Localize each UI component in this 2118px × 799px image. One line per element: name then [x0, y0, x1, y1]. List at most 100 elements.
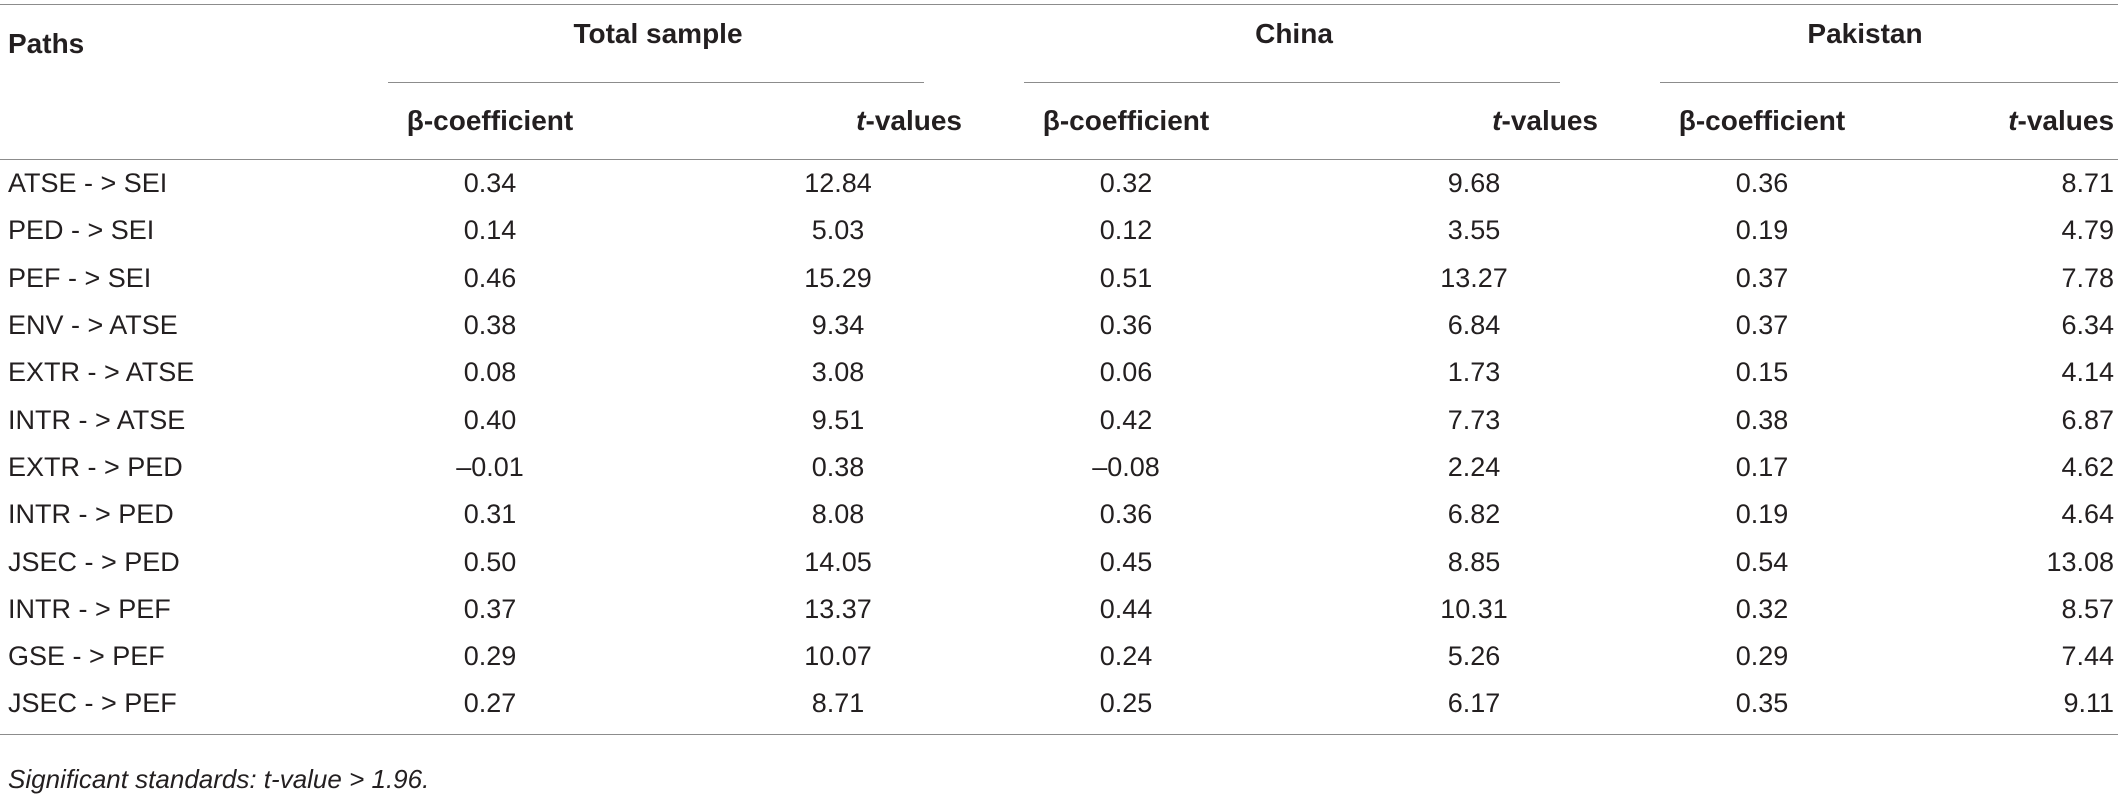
- beta-pakistan-cell: 0.37: [1735, 262, 1789, 293]
- beta-total-cell: 0.38: [463, 310, 517, 341]
- t-total-cell: 5.03: [811, 215, 865, 246]
- beta-china-cell: 0.45: [1099, 546, 1153, 577]
- table-footnote: Significant standards: t-value > 1.96.: [8, 764, 430, 794]
- beta-total-cell: 0.40: [463, 404, 517, 435]
- beta-pakistan-cell: 0.29: [1735, 641, 1789, 672]
- beta-total-cell: 0.34: [463, 168, 517, 199]
- t-china-cell: 10.31: [1440, 593, 1508, 624]
- t-pakistan-cell: 9.11: [1912, 680, 2118, 735]
- t-china-cell: 6.17: [1276, 680, 1612, 735]
- table-row: PEF - > SEI 0.46 15.29 0.51 13.27 0.37 7…: [0, 255, 2118, 302]
- t-total-cell: 13.37: [804, 593, 872, 624]
- beta-china-cell: 0.42: [1099, 404, 1153, 435]
- table-sub-header-row: β-coefficient t-values β-coefficient t-v…: [0, 83, 2118, 160]
- t-total-cell: 10.07: [804, 641, 872, 672]
- table-row: INTR - > ATSE 0.40 9.51 0.42 7.73 0.38 6…: [0, 396, 2118, 443]
- t-china-cell: 6.84: [1447, 310, 1501, 341]
- beta-china-cell: 0.24: [1099, 641, 1153, 672]
- beta-pakistan-cell: 0.54: [1735, 546, 1789, 577]
- path-cell: INTR - > ATSE: [8, 404, 186, 435]
- beta-header-china: β-coefficient: [976, 83, 1276, 160]
- beta-pakistan-cell: 0.38: [1735, 404, 1789, 435]
- beta-pakistan-cell: 0.15: [1735, 357, 1789, 388]
- group-header-total-sample: Total sample: [340, 4, 976, 83]
- t-china-cell: 5.26: [1447, 641, 1501, 672]
- table-row: INTR - > PED 0.31 8.08 0.36 6.82 0.19 4.…: [0, 491, 2118, 538]
- table-row: INTR - > PEF 0.37 13.37 0.44 10.31 0.32 …: [0, 586, 2118, 633]
- beta-header-total: β-coefficient: [340, 83, 640, 160]
- t-pakistan-cell: 4.14: [2061, 357, 2115, 388]
- t-pakistan-cell: 4.79: [2061, 215, 2115, 246]
- table-row: PED - > SEI 0.14 5.03 0.12 3.55 0.19 4.7…: [0, 207, 2118, 254]
- t-pakistan-cell: 4.62: [2061, 451, 2115, 482]
- t-values-header-china: t-values: [1276, 83, 1612, 160]
- t-total-cell: 9.51: [811, 404, 865, 435]
- t-pakistan-cell: 6.87: [2061, 404, 2115, 435]
- t-values-header-pakistan: t-values: [1912, 83, 2118, 160]
- table-group-header-row: Paths Total sample China Pakistan: [0, 4, 2118, 83]
- beta-china-cell: 0.36: [1099, 310, 1153, 341]
- table-row: EXTR - > PED –0.01 0.38 –0.08 2.24 0.17 …: [0, 444, 2118, 491]
- path-cell: EXTR - > PED: [8, 451, 183, 482]
- t-suffix: -values: [2017, 105, 2115, 136]
- group-underline: [388, 82, 924, 83]
- beta-total-cell: 0.50: [463, 546, 517, 577]
- t-pakistan-cell: 7.78: [2061, 262, 2115, 293]
- beta-total-cell: 0.31: [463, 499, 517, 530]
- paths-column-header: Paths: [0, 4, 340, 83]
- beta-china-cell: –0.08: [1092, 451, 1160, 482]
- path-cell: INTR - > PEF: [8, 593, 171, 624]
- path-cell: JSEC - > PED: [8, 546, 180, 577]
- beta-pakistan-cell: 0.37: [1735, 310, 1789, 341]
- t-pakistan-cell: 6.34: [2061, 310, 2115, 341]
- t-china-cell: 7.73: [1447, 404, 1501, 435]
- t-total-cell: 8.08: [811, 499, 865, 530]
- group-title-text: China: [1255, 18, 1333, 49]
- t-italic: t: [856, 105, 866, 136]
- beta-total-cell: –0.01: [456, 451, 524, 482]
- t-china-cell: 8.85: [1447, 546, 1501, 577]
- path-cell: JSEC - > PEF: [0, 680, 340, 735]
- beta-total-cell: 0.14: [463, 215, 517, 246]
- group-title-text: Total sample: [573, 18, 743, 49]
- group-underline: [1660, 82, 2118, 83]
- path-cell: EXTR - > ATSE: [8, 357, 195, 388]
- t-china-cell: 3.55: [1447, 215, 1501, 246]
- table-row: ATSE - > SEI 0.34 12.84 0.32 9.68 0.36 8…: [0, 160, 2118, 208]
- beta-header-pakistan: β-coefficient: [1612, 83, 1912, 160]
- path-cell: ATSE - > SEI: [8, 168, 168, 199]
- paths-subheader-blank: [0, 83, 340, 160]
- beta-total-cell: 0.27: [340, 680, 640, 735]
- path-coefficients-table: Paths Total sample China Pakistan β-coef…: [0, 4, 2118, 735]
- beta-china-cell: 0.51: [1099, 262, 1153, 293]
- table-row: ENV - > ATSE 0.38 9.34 0.36 6.84 0.37 6.…: [0, 302, 2118, 349]
- path-cell: INTR - > PED: [8, 499, 174, 530]
- beta-china-cell: 0.25: [976, 680, 1276, 735]
- beta-pakistan-cell: 0.36: [1735, 168, 1789, 199]
- path-cell: PED - > SEI: [8, 215, 155, 246]
- path-cell: PEF - > SEI: [8, 262, 152, 293]
- t-total-cell: 0.38: [811, 451, 865, 482]
- beta-pakistan-cell: 0.19: [1735, 499, 1789, 530]
- t-china-cell: 1.73: [1447, 357, 1501, 388]
- beta-pakistan-cell: 0.35: [1612, 680, 1912, 735]
- beta-pakistan-cell: 0.19: [1735, 215, 1789, 246]
- t-total-cell: 15.29: [804, 262, 872, 293]
- t-pakistan-cell: 7.44: [2061, 641, 2115, 672]
- beta-pakistan-cell: 0.32: [1735, 593, 1789, 624]
- beta-china-cell: 0.32: [1099, 168, 1153, 199]
- beta-china-cell: 0.44: [1099, 593, 1153, 624]
- beta-pakistan-cell: 0.17: [1735, 451, 1789, 482]
- t-total-cell: 8.71: [640, 680, 976, 735]
- table-row: JSEC - > PEF 0.27 8.71 0.25 6.17 0.35 9.…: [0, 680, 2118, 735]
- t-total-cell: 3.08: [811, 357, 865, 388]
- t-total-cell: 9.34: [811, 310, 865, 341]
- path-cell: GSE - > PEF: [8, 641, 165, 672]
- t-pakistan-cell: 4.64: [2061, 499, 2115, 530]
- results-table-container: Paths Total sample China Pakistan β-coef…: [0, 4, 2118, 735]
- beta-china-cell: 0.36: [1099, 499, 1153, 530]
- t-total-cell: 14.05: [804, 546, 872, 577]
- path-cell: ENV - > ATSE: [8, 310, 178, 341]
- t-china-cell: 13.27: [1440, 262, 1508, 293]
- t-suffix: -values: [865, 105, 963, 136]
